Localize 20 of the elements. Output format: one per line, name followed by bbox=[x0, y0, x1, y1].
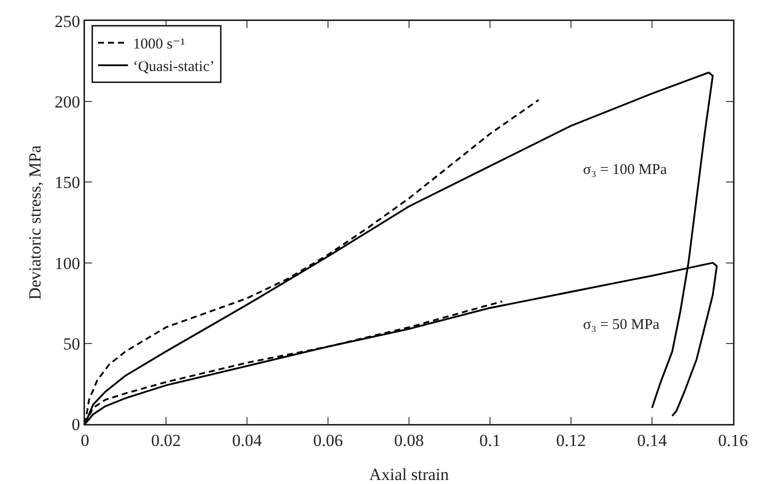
annotation: σ₃ = 100 MPa bbox=[583, 162, 668, 178]
annotation: σ₃ = 50 MPa bbox=[583, 317, 660, 333]
x-tick-label: 0.08 bbox=[394, 430, 424, 450]
legend-label: 1000 s⁻¹ bbox=[132, 36, 185, 53]
x-tick-label: 0.16 bbox=[718, 430, 748, 450]
y-tick-label: 150 bbox=[54, 173, 80, 192]
x-tick-label: 0.1 bbox=[479, 430, 501, 450]
y-axis-title: Deviatoric stress, MPa bbox=[26, 144, 44, 300]
y-tick-label: 250 bbox=[54, 12, 80, 31]
x-tick-label: 0.04 bbox=[232, 430, 262, 450]
y-tick-label: 50 bbox=[63, 334, 80, 354]
x-tick-label: 0.12 bbox=[556, 430, 586, 450]
legend-label: ‘Quasi-static’ bbox=[132, 59, 215, 76]
y-tick-label: 200 bbox=[54, 92, 80, 112]
x-tick-label: 0.14 bbox=[637, 430, 668, 450]
y-tick-label: 0 bbox=[72, 414, 80, 434]
x-tick-label: 0.02 bbox=[151, 430, 181, 450]
y-tick-label: 100 bbox=[54, 254, 80, 273]
x-axis-title: Axial strain bbox=[369, 465, 450, 484]
x-tick-label: 0.06 bbox=[313, 430, 343, 450]
